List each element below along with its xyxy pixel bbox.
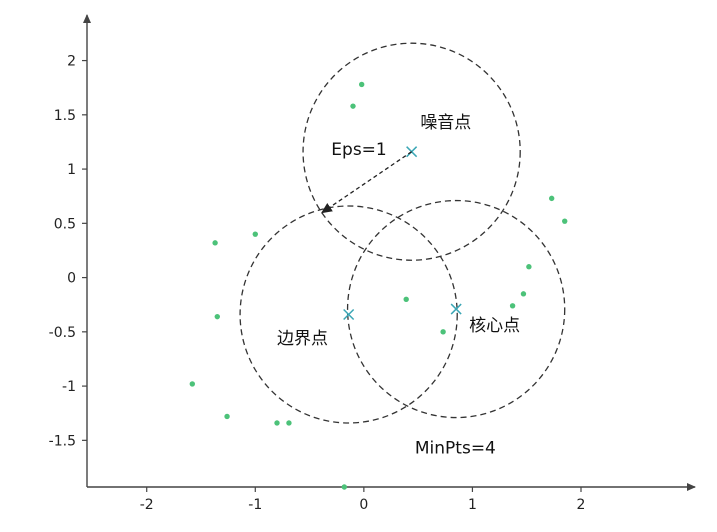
- eps-circle-core: [346, 199, 566, 419]
- data-point: [358, 81, 365, 88]
- data-point: [274, 420, 280, 426]
- x-tick-label: 2: [577, 497, 586, 513]
- data-point: [403, 296, 409, 302]
- y-tick-label: 0: [67, 271, 76, 287]
- y-tick-label: -1: [62, 379, 76, 395]
- y-tick-label: 0.5: [54, 216, 76, 232]
- axes: -2 -1 0 1 2 -1.5 -1 -0.5 0 0.5 1 1.5 2: [49, 14, 696, 513]
- x-tick-label: 1: [468, 497, 477, 513]
- data-point: [350, 103, 356, 109]
- data-point: [286, 420, 292, 426]
- y-tick-label: 1: [67, 162, 76, 178]
- data-point: [509, 303, 516, 309]
- eps-radius-arrow: [321, 151, 412, 214]
- data-point: [562, 218, 568, 224]
- data-point: [440, 329, 446, 335]
- core-point-marker: [450, 303, 462, 315]
- x-tick-label: 0: [359, 497, 368, 513]
- x-tick-label: -2: [140, 497, 154, 513]
- data-point: [548, 195, 555, 202]
- y-tick-label: -1.5: [49, 433, 76, 449]
- minpts-label: MinPts=4: [415, 438, 496, 458]
- eps-circle-border: [239, 205, 458, 424]
- noise-point-label: 噪音点: [420, 113, 471, 133]
- x-tick-label: -1: [248, 497, 262, 513]
- core-point-label: 核心点: [469, 316, 520, 336]
- data-point: [224, 413, 230, 420]
- y-tick-label: 2: [67, 54, 76, 70]
- y-tick-label: -0.5: [49, 325, 76, 341]
- data-point: [214, 313, 220, 320]
- data-point: [341, 484, 348, 490]
- data-point: [212, 240, 218, 246]
- data-point: [526, 264, 532, 270]
- data-point: [520, 291, 527, 297]
- border-point-label: 边界点: [277, 329, 328, 349]
- y-tick-label: 1.5: [54, 108, 76, 124]
- data-point: [252, 231, 258, 237]
- border-point-marker: [343, 308, 355, 321]
- data-point: [189, 381, 196, 387]
- eps-label: Eps=1: [331, 140, 386, 160]
- eps-circle-noise: [302, 42, 521, 261]
